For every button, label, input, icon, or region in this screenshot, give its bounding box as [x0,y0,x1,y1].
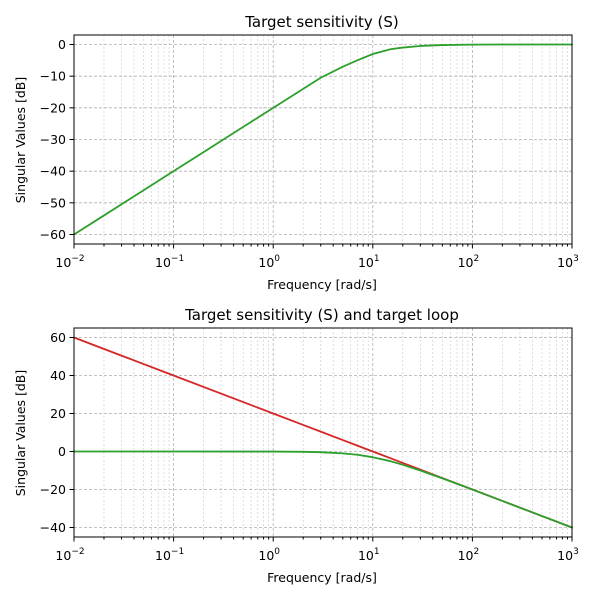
bottom-plot-y-tick-label: 40 [50,368,66,383]
top-plot-y-ticks: 0 −10 −20 −30 −40 −50 −60 [40,37,74,242]
bottom-plot-x-tick-label: 10−1 [155,547,184,563]
bottom-plot-x-ticks: 10−2 10−1 100 101 102 103 [55,537,579,563]
top-plot-x-tick-label: 10−1 [155,254,184,270]
bottom-plot-y-tick-label: 0 [58,444,66,459]
bottom-plot-y-tick-label: −40 [40,520,66,535]
bottom-plot-sensitivity-and-loop: Target sensitivity (S) and target loop F… [13,306,579,585]
bottom-plot-series-group [73,336,573,529]
bottom-plot-y-tick-label: 60 [50,330,66,345]
bottom-plot-x-tick-label: 10−2 [55,547,84,563]
bottom-plot-title: Target sensitivity (S) and target loop [184,306,459,324]
top-plot-y-tick-label: −40 [40,164,66,179]
top-plot-target-sensitivity: Target sensitivity (S) Frequency [rad/s]… [13,13,579,292]
top-plot-x-tick-label: 101 [358,254,380,270]
bottom-plot-y-tick-label: −20 [40,482,66,497]
bottom-plot-y-tick-label: 20 [50,406,66,421]
bottom-plot-axes-frame [73,327,573,538]
top-plot-y-tick-label: 0 [58,37,66,52]
top-plot-y-tick-label: −10 [40,69,66,84]
bottom-plot-xlabel: Frequency [rad/s] [267,570,377,585]
top-plot-xlabel: Frequency [rad/s] [267,277,377,292]
bottom-plot-series-line-1 [73,450,573,529]
top-plot-y-tick-label: −30 [40,132,66,147]
bottom-plot-x-tick-label: 100 [258,547,280,563]
top-plot-y-tick-label: −20 [40,100,66,115]
top-plot-y-tick-label: −60 [40,227,66,242]
top-plot-series-group [73,43,573,236]
top-plot-x-ticks: 10−2 10−1 100 101 102 103 [55,244,579,270]
bottom-plot-x-tick-label: 102 [458,547,480,563]
top-plot-ylabel: Singular Values [dB] [13,77,28,204]
bottom-plot-x-tick-label: 103 [557,547,579,563]
top-plot-y-tick-label: −50 [40,195,66,210]
top-plot-x-tick-label: 100 [258,254,280,270]
top-plot-x-tick-label: 10−2 [55,254,84,270]
top-plot-title: Target sensitivity (S) [244,13,399,31]
bottom-plot-y-ticks: 60 40 20 0 −20 −40 [40,330,74,535]
top-plot-x-tick-label: 103 [557,254,579,270]
bottom-plot-x-tick-label: 101 [358,547,380,563]
bottom-plot-grid [73,328,573,537]
bottom-plot-ylabel: Singular Values [dB] [13,370,28,497]
top-plot-x-tick-label: 102 [458,254,480,270]
top-plot-series-line-0 [73,43,573,236]
